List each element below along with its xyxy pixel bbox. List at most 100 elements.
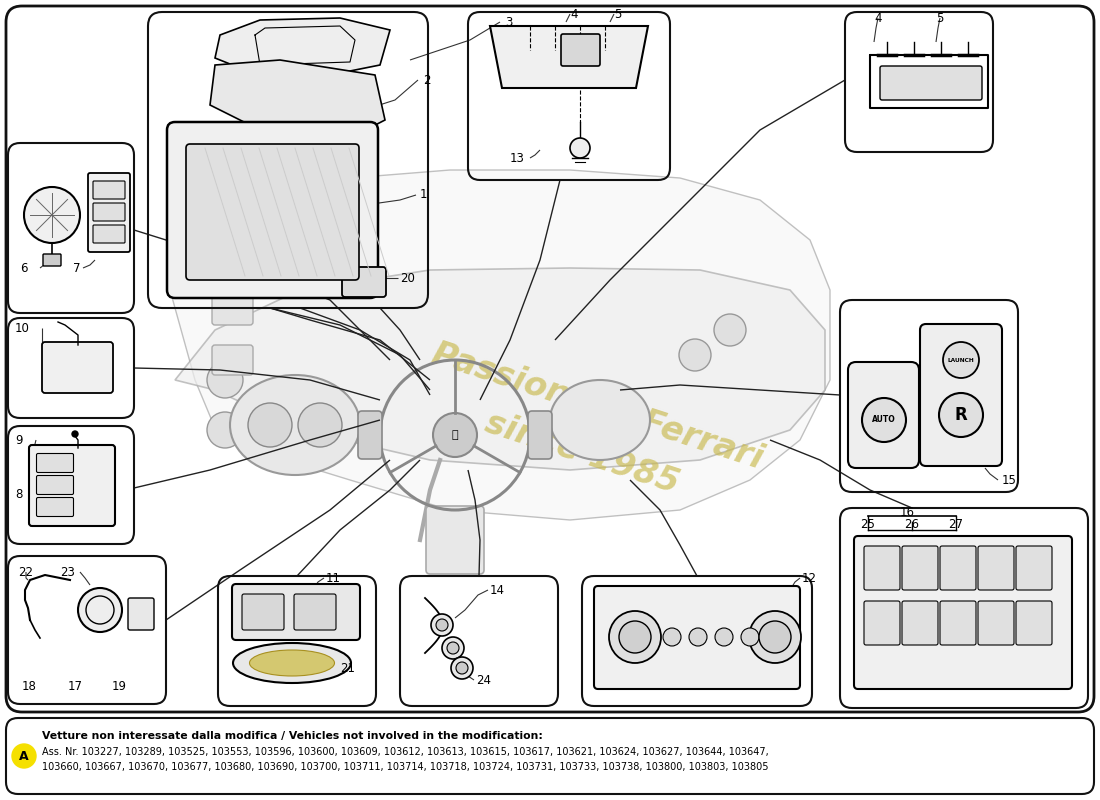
Circle shape xyxy=(570,138,590,158)
Text: 15: 15 xyxy=(1002,474,1016,486)
Circle shape xyxy=(436,619,448,631)
FancyBboxPatch shape xyxy=(920,324,1002,466)
Circle shape xyxy=(207,362,243,398)
Circle shape xyxy=(78,588,122,632)
FancyBboxPatch shape xyxy=(294,594,335,630)
Text: 3: 3 xyxy=(505,15,513,29)
FancyBboxPatch shape xyxy=(854,536,1072,689)
Ellipse shape xyxy=(550,380,650,460)
Text: LAUNCH: LAUNCH xyxy=(947,358,975,362)
Circle shape xyxy=(12,744,36,768)
Circle shape xyxy=(447,642,459,654)
Ellipse shape xyxy=(230,375,360,475)
FancyBboxPatch shape xyxy=(940,546,976,590)
FancyBboxPatch shape xyxy=(43,254,60,266)
Circle shape xyxy=(862,398,906,442)
Circle shape xyxy=(24,187,80,243)
FancyBboxPatch shape xyxy=(864,546,900,590)
Circle shape xyxy=(759,621,791,653)
FancyBboxPatch shape xyxy=(978,601,1014,645)
Text: 5: 5 xyxy=(936,11,944,25)
Circle shape xyxy=(248,403,292,447)
FancyBboxPatch shape xyxy=(88,173,130,252)
Text: A: A xyxy=(19,750,29,762)
Text: 20: 20 xyxy=(400,271,415,285)
Ellipse shape xyxy=(233,643,351,683)
FancyBboxPatch shape xyxy=(1016,601,1052,645)
FancyBboxPatch shape xyxy=(528,411,552,459)
Circle shape xyxy=(431,614,453,636)
FancyBboxPatch shape xyxy=(358,411,382,459)
Ellipse shape xyxy=(250,650,334,676)
FancyBboxPatch shape xyxy=(880,66,982,100)
Circle shape xyxy=(943,342,979,378)
Circle shape xyxy=(433,413,477,457)
Text: 10: 10 xyxy=(15,322,30,334)
Polygon shape xyxy=(210,60,385,138)
Text: Passion for Ferrari
since 1985: Passion for Ferrari since 1985 xyxy=(412,338,767,522)
FancyBboxPatch shape xyxy=(29,445,116,526)
Polygon shape xyxy=(175,268,825,470)
Circle shape xyxy=(749,611,801,663)
Text: 5: 5 xyxy=(614,7,622,21)
Circle shape xyxy=(741,628,759,646)
Text: 1: 1 xyxy=(420,189,428,202)
FancyBboxPatch shape xyxy=(36,475,74,494)
Circle shape xyxy=(715,628,733,646)
FancyBboxPatch shape xyxy=(212,345,253,375)
FancyBboxPatch shape xyxy=(232,584,360,640)
Text: 14: 14 xyxy=(490,583,505,597)
FancyBboxPatch shape xyxy=(940,601,976,645)
Text: 21: 21 xyxy=(340,662,355,674)
FancyBboxPatch shape xyxy=(94,181,125,199)
Text: 26: 26 xyxy=(904,518,920,531)
Text: 23: 23 xyxy=(60,566,75,578)
FancyBboxPatch shape xyxy=(242,594,284,630)
Text: AUTO: AUTO xyxy=(872,415,895,425)
FancyBboxPatch shape xyxy=(167,122,378,298)
Circle shape xyxy=(679,339,711,371)
Text: 9: 9 xyxy=(15,434,22,446)
FancyBboxPatch shape xyxy=(561,34,600,66)
FancyBboxPatch shape xyxy=(212,295,253,325)
FancyBboxPatch shape xyxy=(1016,546,1052,590)
Circle shape xyxy=(663,628,681,646)
Circle shape xyxy=(714,314,746,346)
FancyBboxPatch shape xyxy=(978,546,1014,590)
Text: 13: 13 xyxy=(510,151,525,165)
Text: R: R xyxy=(955,406,967,424)
Circle shape xyxy=(619,621,651,653)
FancyBboxPatch shape xyxy=(426,506,484,574)
FancyBboxPatch shape xyxy=(186,144,359,280)
Circle shape xyxy=(689,628,707,646)
Circle shape xyxy=(207,412,243,448)
Polygon shape xyxy=(490,26,648,88)
Text: 18: 18 xyxy=(22,679,37,693)
FancyBboxPatch shape xyxy=(94,203,125,221)
Text: 12: 12 xyxy=(802,571,817,585)
FancyBboxPatch shape xyxy=(94,225,125,243)
Circle shape xyxy=(298,403,342,447)
Polygon shape xyxy=(214,18,390,75)
Text: 11: 11 xyxy=(326,571,341,585)
FancyBboxPatch shape xyxy=(594,586,800,689)
Text: 27: 27 xyxy=(948,518,964,531)
FancyBboxPatch shape xyxy=(128,598,154,630)
FancyBboxPatch shape xyxy=(342,267,386,297)
Circle shape xyxy=(451,657,473,679)
Text: 4: 4 xyxy=(570,7,578,21)
FancyBboxPatch shape xyxy=(36,498,74,517)
Polygon shape xyxy=(170,170,830,520)
Text: Vetture non interessate dalla modifica / Vehicles not involved in the modificati: Vetture non interessate dalla modifica /… xyxy=(42,731,543,741)
Text: 19: 19 xyxy=(112,679,126,693)
Circle shape xyxy=(456,662,468,674)
Circle shape xyxy=(442,637,464,659)
Text: 103660, 103667, 103670, 103677, 103680, 103690, 103700, 103711, 103714, 103718, : 103660, 103667, 103670, 103677, 103680, … xyxy=(42,762,769,772)
Circle shape xyxy=(939,393,983,437)
FancyBboxPatch shape xyxy=(902,546,938,590)
FancyBboxPatch shape xyxy=(36,454,74,473)
FancyBboxPatch shape xyxy=(864,601,900,645)
Text: 8: 8 xyxy=(15,487,22,501)
Text: Ass. Nr. 103227, 103289, 103525, 103553, 103596, 103600, 103609, 103612, 103613,: Ass. Nr. 103227, 103289, 103525, 103553,… xyxy=(42,747,769,757)
Text: 17: 17 xyxy=(68,679,82,693)
